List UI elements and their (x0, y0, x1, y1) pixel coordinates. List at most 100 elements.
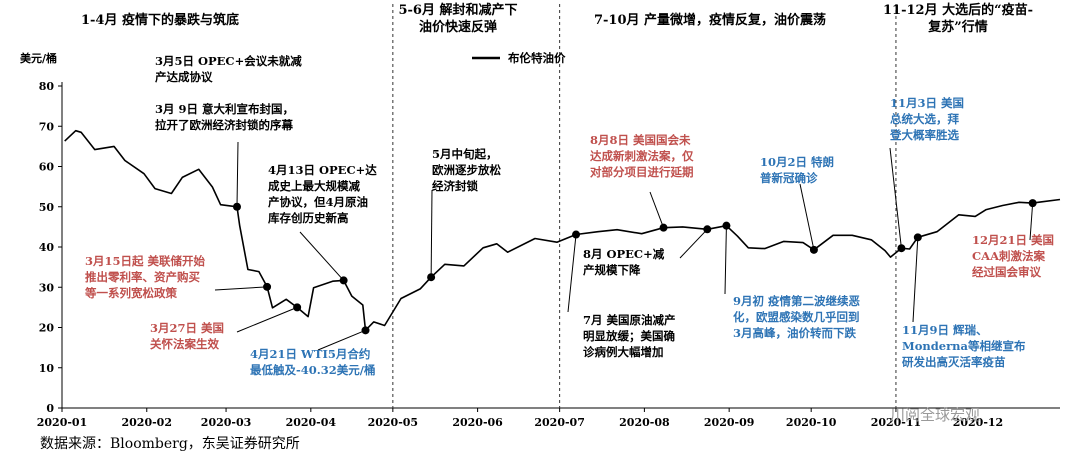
annotation-text: 产规模下降 (583, 263, 641, 277)
annotation-text: 3月27日 美国 (150, 321, 224, 335)
annotation-leader (912, 237, 919, 323)
annotation-leader (214, 286, 268, 291)
phase-title: 复苏”行情 (927, 19, 987, 35)
annotation-text: 等一系列宽松政策 (84, 286, 177, 300)
annotation-leader (679, 228, 708, 259)
annotation-text: 达成新刺激法案，仅 (590, 149, 694, 163)
y-tick-label: 80 (39, 80, 55, 93)
annotation-leader (236, 141, 239, 207)
legend-label: 布伦特油价 (507, 51, 566, 65)
annotation-text: 诊病例大幅增加 (583, 345, 664, 359)
annotation-text: 最低触及-40.32美元/桶 (250, 363, 375, 377)
annotation-text: 产达成协议 (155, 70, 213, 84)
annotation-text: 10月2日 特朗 (760, 155, 834, 169)
event-marker (263, 282, 272, 291)
x-tick-label: 2020-08 (619, 416, 670, 429)
y-tick-label: 50 (39, 201, 55, 214)
annotation-text: 4月21日 WTI5月合约 (250, 347, 370, 361)
x-tick-label: 2020-09 (704, 416, 755, 429)
x-tick-label: 2020-07 (534, 416, 585, 429)
annotation-text: 8月8日 美国国会未 (590, 133, 691, 147)
chart-axes: 0 10 20 30 40 50 60 70 80 2020-01 2020-02 2020-03 2… (20, 51, 1060, 429)
annotation-text: CAA刺激法案 (972, 249, 1045, 263)
event-marker (809, 245, 818, 254)
x-tick-label: 2020-12 (953, 416, 1004, 429)
x-tick-label: 2020-11 (871, 416, 922, 429)
phase-title: 11-12月 大选后的“疫苗- (883, 2, 1033, 18)
annotation-text: 产协议，但4月原油 (268, 195, 368, 209)
y-tick-label: 60 (39, 161, 55, 174)
annotation-text: 5月中旬起， (432, 147, 498, 161)
annotation-leader-lines (214, 141, 1034, 351)
x-tick-label: 2020-01 (37, 416, 88, 429)
annotation-text: 4月13日 OPEC+达 (268, 163, 377, 177)
annotation-text: 经济封锁 (432, 179, 478, 193)
annotation-leader (317, 329, 366, 351)
event-marker (232, 202, 241, 211)
y-axis-label: 美元/桶 (20, 51, 57, 65)
phase-title: 7-10月 产量微增，疫情反复，油价震荡 (594, 12, 826, 28)
event-marker (722, 221, 731, 230)
annotation-text: 8月 OPEC+减 (583, 247, 665, 261)
x-tick-label: 2020-02 (122, 416, 173, 429)
annotation-text: 明显放缓；美国确 (583, 329, 675, 343)
chart-legend: 布伦特油价 (472, 51, 566, 65)
annotation-text: 化，欧盟感染数几乎回到 (733, 310, 860, 324)
series-group (64, 129, 1061, 332)
annotation-text: 研发出高灭活率疫苗 (902, 355, 1006, 369)
event-marker (293, 303, 302, 312)
annotation-text: 登大概率胜选 (889, 128, 959, 142)
annotation-text: 关怀法案生效 (150, 337, 219, 351)
annotation-text: 推出零利率、资产购买 (85, 270, 200, 284)
y-tick-label: 20 (39, 322, 55, 335)
event-marker (1028, 199, 1037, 208)
annotation-text: 欧洲逐步放松 (432, 163, 501, 177)
event-markers (232, 199, 1037, 335)
y-tick-label: 10 (39, 362, 55, 375)
annotation-text: 12月21日 美国 (972, 233, 1054, 247)
annotation-text: 3月高峰，油价转而下跌 (733, 326, 857, 340)
y-tick-label: 30 (39, 281, 55, 294)
series-line (64, 129, 1061, 332)
event-marker (913, 233, 922, 242)
x-tick-label: 2020-04 (286, 416, 337, 429)
annotation-text: 11月9日 辉瑞、 (902, 323, 988, 337)
annotation-text: 9月初 疫情第二波继续恶 (733, 294, 861, 308)
annotation-leader (649, 191, 665, 228)
annotation-leader (430, 189, 433, 278)
x-tick-label: 2020-06 (452, 416, 503, 429)
phase-title: 油价快速反弹 (419, 19, 497, 35)
y-tick-label: 0 (46, 402, 54, 415)
annotation-text: 成史上最大规模减 (268, 179, 360, 193)
phase-title: 1-4月 疫情下的暴跌与筑底 (81, 12, 239, 28)
annotation-leader (299, 231, 344, 281)
event-marker (361, 326, 370, 335)
annotation-text: 普新冠确诊 (760, 171, 818, 185)
annotation-text: Monderna等相继宣布 (902, 339, 1026, 353)
annotation-leader (724, 225, 727, 295)
event-marker (703, 225, 712, 234)
x-tick-label: 2020-05 (368, 416, 419, 429)
annotation-leader (889, 147, 902, 249)
y-tick-label: 40 (39, 241, 55, 254)
annotation-text: 库存创历史新高 (268, 211, 349, 225)
x-tick-label: 2020-10 (786, 416, 837, 429)
event-marker (339, 276, 348, 285)
annotation-leader (567, 234, 577, 313)
event-marker (897, 244, 906, 253)
y-tick-label: 70 (39, 120, 55, 133)
watermark: 川阅全球宏观 (890, 406, 980, 424)
annotation-text: 7月 美国原油减产 (583, 313, 676, 327)
event-marker (427, 273, 436, 282)
annotation-text: 总统大选，拜 (890, 112, 959, 126)
source-note: 数据来源：Bloomberg，东吴证券研究所 (40, 436, 300, 452)
annotation-text: 3月5日 OPEC+会议未就减 (155, 54, 302, 68)
annotation-text: 拉开了欧洲经济封锁的序幕 (155, 118, 293, 132)
phase-title: 5-6月 解封和减产下 (398, 2, 517, 18)
phase-dividers (392, 4, 897, 408)
annotation-text: 3月 9日 意大利宣布封国， (155, 102, 294, 116)
